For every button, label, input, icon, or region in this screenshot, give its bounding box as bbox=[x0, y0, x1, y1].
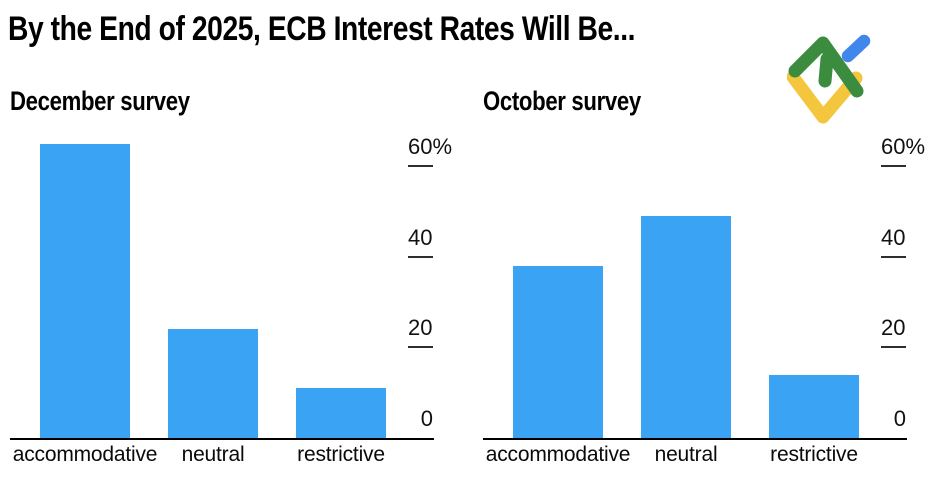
y-tick-label: 0 bbox=[420, 406, 433, 431]
logo-green-inner-stroke bbox=[818, 52, 834, 88]
y-tick-dash bbox=[408, 255, 433, 258]
x-axis-baseline bbox=[10, 438, 434, 440]
x-category-label: accommodative bbox=[12, 443, 158, 466]
logo-blue-accent-stroke bbox=[841, 34, 871, 63]
litefinance-logo bbox=[787, 34, 871, 124]
plot-area-october: accommodative neutral restrictive 60% 40 20 0 bbox=[483, 130, 935, 470]
y-tick-label: 40 bbox=[881, 224, 906, 250]
x-category-label: accommodative bbox=[485, 443, 631, 466]
bar-restrictive bbox=[296, 388, 386, 438]
plot-area-december: accommodative neutral restrictive 60% 40 20 0 bbox=[10, 130, 470, 470]
x-category-label: neutral bbox=[181, 443, 245, 466]
y-tick-label: 0 bbox=[893, 406, 906, 431]
bar-neutral bbox=[641, 216, 731, 438]
y-tick-dash bbox=[881, 255, 906, 258]
y-tick-dash bbox=[881, 165, 906, 168]
page-title: By the End of 2025, ECB Interest Rates W… bbox=[8, 10, 636, 48]
logo-yellow-check-stroke bbox=[787, 70, 863, 124]
y-tick-label: 60% bbox=[408, 134, 453, 160]
y-tick-dash bbox=[881, 346, 906, 349]
x-category-label: restrictive bbox=[770, 443, 858, 466]
logo-green-peak-stroke bbox=[788, 36, 864, 98]
chart-subtitle-october: October survey bbox=[483, 86, 641, 116]
chart-october: October survey accommodative neutral restr… bbox=[483, 86, 935, 476]
chart-subtitle-december: December survey bbox=[10, 86, 190, 116]
chart-december: December survey accommodative neutral rest… bbox=[10, 86, 470, 476]
y-tick-dash bbox=[408, 165, 433, 168]
bar-restrictive bbox=[769, 374, 859, 438]
bar-neutral bbox=[168, 329, 258, 438]
bar-accommodative bbox=[513, 265, 603, 438]
bar-accommodative bbox=[40, 143, 130, 438]
x-category-label: restrictive bbox=[297, 443, 385, 466]
y-tick-label: 40 bbox=[408, 224, 433, 250]
y-tick-dash bbox=[408, 346, 433, 349]
y-tick-label: 20 bbox=[881, 315, 906, 341]
x-category-label: neutral bbox=[654, 443, 718, 466]
y-tick-label: 20 bbox=[408, 315, 433, 341]
x-axis-baseline bbox=[483, 438, 907, 440]
y-tick-label: 60% bbox=[881, 134, 926, 160]
